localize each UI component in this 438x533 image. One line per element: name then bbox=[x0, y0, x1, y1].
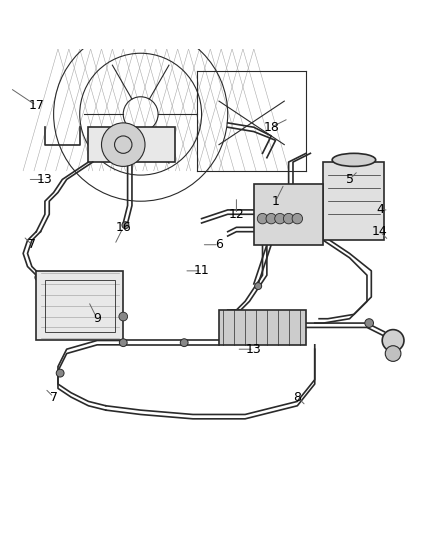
Text: 16: 16 bbox=[115, 221, 131, 234]
Text: 5: 5 bbox=[346, 173, 353, 186]
Text: 8: 8 bbox=[293, 391, 301, 403]
Circle shape bbox=[180, 339, 188, 346]
Bar bbox=[323, 162, 385, 240]
Bar bbox=[254, 184, 323, 245]
Circle shape bbox=[385, 346, 401, 361]
Text: 9: 9 bbox=[93, 312, 101, 325]
Text: 11: 11 bbox=[194, 264, 209, 277]
Circle shape bbox=[102, 123, 145, 166]
Text: 12: 12 bbox=[229, 208, 244, 221]
Text: 1: 1 bbox=[272, 195, 279, 208]
Bar bbox=[88, 127, 176, 162]
Text: 7: 7 bbox=[49, 391, 58, 403]
Circle shape bbox=[56, 369, 64, 377]
Circle shape bbox=[365, 319, 374, 327]
Circle shape bbox=[119, 312, 127, 321]
Bar bbox=[36, 271, 123, 341]
Text: 13: 13 bbox=[37, 173, 53, 186]
Circle shape bbox=[292, 213, 303, 224]
Circle shape bbox=[382, 329, 404, 351]
Circle shape bbox=[275, 213, 285, 224]
Bar bbox=[45, 279, 115, 332]
Text: 4: 4 bbox=[376, 204, 384, 216]
Text: 6: 6 bbox=[215, 238, 223, 251]
Circle shape bbox=[283, 213, 294, 224]
Text: 17: 17 bbox=[28, 99, 44, 112]
Circle shape bbox=[254, 282, 261, 289]
Circle shape bbox=[266, 213, 276, 224]
Circle shape bbox=[122, 222, 129, 229]
Ellipse shape bbox=[332, 154, 376, 166]
Text: 14: 14 bbox=[372, 225, 388, 238]
Text: 7: 7 bbox=[28, 238, 36, 251]
Circle shape bbox=[35, 274, 42, 281]
Circle shape bbox=[257, 213, 268, 224]
Text: 13: 13 bbox=[246, 343, 261, 356]
Circle shape bbox=[119, 339, 127, 346]
Text: 18: 18 bbox=[263, 121, 279, 134]
Bar bbox=[219, 310, 306, 345]
